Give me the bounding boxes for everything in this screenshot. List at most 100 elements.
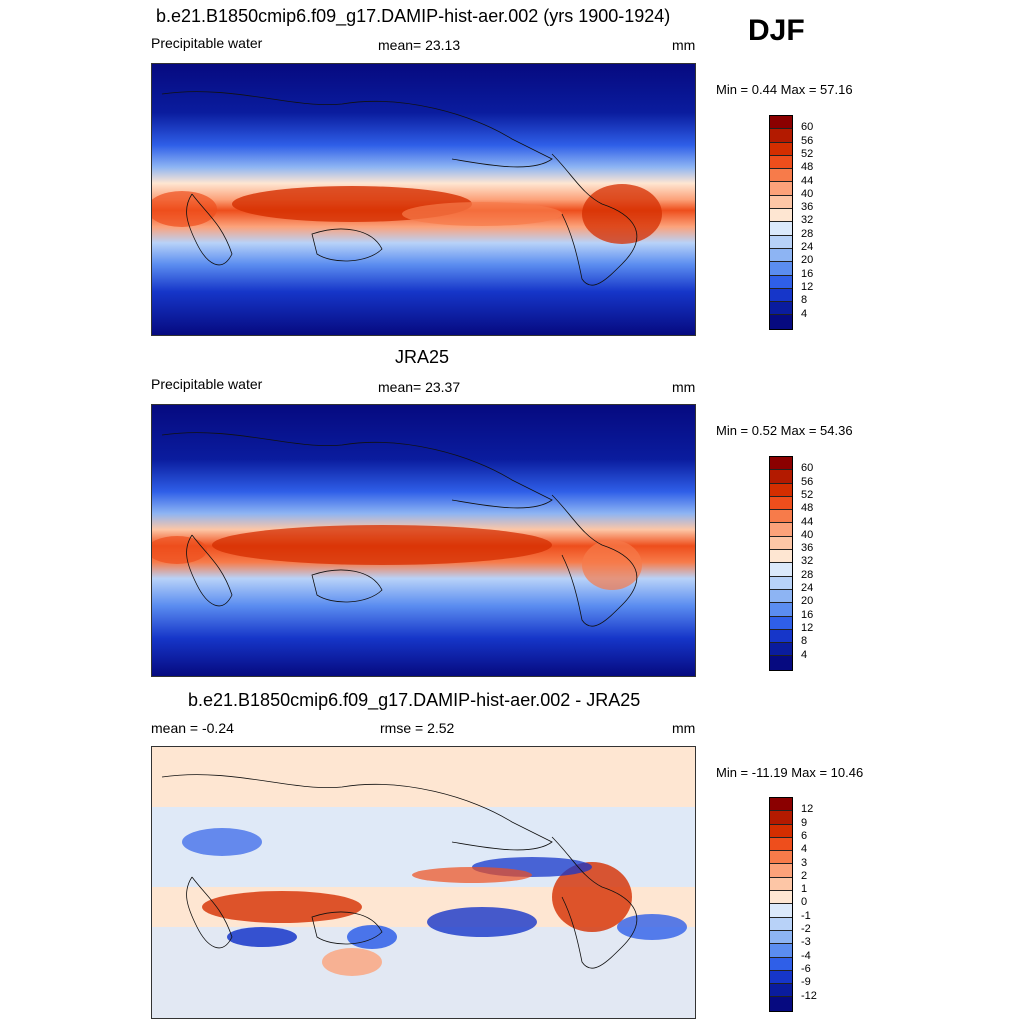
panel-2-minmax: Min = 0.52 Max = 54.36 xyxy=(716,423,853,438)
colorbar-level-label: 56 xyxy=(801,134,814,147)
season-label: DJF xyxy=(748,14,805,47)
colorbar-swatch xyxy=(770,997,792,1011)
colorbar-level-label: 0 xyxy=(801,896,808,909)
colorbar-swatch xyxy=(770,851,792,865)
colorbar-swatch xyxy=(770,288,792,303)
panel-3-colorbar xyxy=(769,797,793,1012)
colorbar-level-label: 56 xyxy=(801,475,814,488)
colorbar-level-label: 48 xyxy=(801,502,814,515)
colorbar-swatch xyxy=(770,984,792,998)
colorbar-level-label: 24 xyxy=(801,241,814,253)
panel-1-colorbar xyxy=(769,115,793,330)
colorbar-swatch xyxy=(770,837,792,852)
colorbar-swatch xyxy=(770,957,792,971)
panel-1-minmax: Min = 0.44 Max = 57.16 xyxy=(716,82,853,97)
colorbar-swatch xyxy=(770,629,792,644)
colorbar-swatch xyxy=(770,169,792,183)
panel-1-left-label: Precipitable water xyxy=(151,35,263,51)
panel-3-title: b.e21.B1850cmip6.f09_g17.DAMIP-hist-aer.… xyxy=(188,690,641,710)
panel-3-map-field xyxy=(152,747,695,1018)
colorbar-level-label: 40 xyxy=(801,187,814,200)
colorbar-level-label: 16 xyxy=(801,267,814,280)
colorbar-level-label: -12 xyxy=(801,989,817,1002)
colorbar-level-label: -1 xyxy=(801,909,811,922)
colorbar-level-label: 28 xyxy=(801,568,814,581)
colorbar-swatch xyxy=(770,142,792,156)
panel-2-units: mm xyxy=(672,379,696,395)
panel-1-mean-label: mean= 23.13 xyxy=(378,37,461,53)
colorbar-level-label: 48 xyxy=(801,161,814,174)
colorbar-level-label: 12 xyxy=(801,621,814,634)
colorbar-level-label: -2 xyxy=(801,923,811,935)
colorbar-level-label: 20 xyxy=(801,595,814,608)
colorbar-swatch xyxy=(770,222,792,236)
panel-3-minmax: Min = -11.19 Max = 10.46 xyxy=(716,765,864,780)
colorbar-level-label: 44 xyxy=(801,515,814,528)
colorbar-level-label: 4 xyxy=(801,307,808,320)
colorbar-swatch xyxy=(770,248,792,263)
colorbar-level-label: 4 xyxy=(801,843,808,856)
colorbar-level-label: 1 xyxy=(801,883,808,896)
panel-2-map-field xyxy=(152,405,695,676)
panel-1-units: mm xyxy=(672,37,696,53)
colorbar-level-label: 8 xyxy=(801,294,808,307)
colorbar-level-label: 3 xyxy=(801,856,808,869)
colorbar-level-label: -6 xyxy=(801,962,811,975)
colorbar-swatch xyxy=(770,811,792,825)
colorbar-level-label: -3 xyxy=(801,936,811,949)
colorbar-swatch xyxy=(770,917,792,931)
colorbar-level-label: 60 xyxy=(801,121,814,134)
colorbar-swatch xyxy=(770,195,792,210)
colorbar-level-label: 6 xyxy=(801,829,808,842)
colorbar-swatch xyxy=(770,616,792,630)
colorbar-swatch xyxy=(770,510,792,524)
panel-1-title: b.e21.B1850cmip6.f09_g17.DAMIP-hist-aer.… xyxy=(156,6,671,26)
colorbar-level-label: 40 xyxy=(801,528,814,541)
colorbar-level-label: 8 xyxy=(801,635,808,648)
colorbar-swatch xyxy=(770,457,792,471)
colorbar-level-label: 9 xyxy=(801,816,808,829)
colorbar-swatch xyxy=(770,470,792,484)
colorbar-swatch xyxy=(770,970,792,985)
colorbar-swatch xyxy=(770,877,792,892)
colorbar-swatch xyxy=(770,262,792,276)
colorbar-swatch xyxy=(770,563,792,577)
colorbar-level-label: 36 xyxy=(801,542,814,555)
colorbar-swatch xyxy=(770,603,792,617)
colorbar-swatch xyxy=(770,656,792,670)
panel-2-map xyxy=(151,404,696,677)
colorbar-level-label: 12 xyxy=(801,803,814,816)
colorbar-level-label: -9 xyxy=(801,976,811,989)
colorbar-swatch xyxy=(770,523,792,537)
colorbar-level-label: 20 xyxy=(801,254,814,267)
colorbar-swatch xyxy=(770,576,792,590)
panel-3-map xyxy=(151,746,696,1019)
colorbar-swatch xyxy=(770,824,792,838)
colorbar-level-label: 2 xyxy=(801,869,808,882)
panel-2-colorbar xyxy=(769,456,793,671)
colorbar-level-label: 32 xyxy=(801,555,814,568)
colorbar-swatch xyxy=(770,798,792,812)
colorbar-swatch xyxy=(770,182,792,196)
colorbar-level-label: 52 xyxy=(801,147,814,160)
panel-3-units: mm xyxy=(672,720,696,736)
colorbar-swatch xyxy=(770,235,792,249)
colorbar-swatch xyxy=(770,209,792,223)
colorbar-swatch xyxy=(770,315,792,329)
panel-1-map-field xyxy=(152,64,695,335)
colorbar-level-label: 12 xyxy=(801,280,814,293)
colorbar-swatch xyxy=(770,864,792,878)
colorbar-swatch xyxy=(770,275,792,289)
colorbar-swatch xyxy=(770,116,792,130)
colorbar-swatch xyxy=(770,483,792,497)
colorbar-swatch xyxy=(770,129,792,143)
colorbar-level-label: -4 xyxy=(801,949,811,962)
colorbar-level-label: 4 xyxy=(801,648,808,661)
colorbar-swatch xyxy=(770,496,792,511)
colorbar-level-label: 36 xyxy=(801,201,814,214)
colorbar-level-label: 28 xyxy=(801,227,814,240)
colorbar-swatch xyxy=(770,891,792,905)
colorbar-swatch xyxy=(770,589,792,604)
colorbar-level-label: 16 xyxy=(801,608,814,621)
panel-3-mean-label: mean = -0.24 xyxy=(151,720,234,736)
